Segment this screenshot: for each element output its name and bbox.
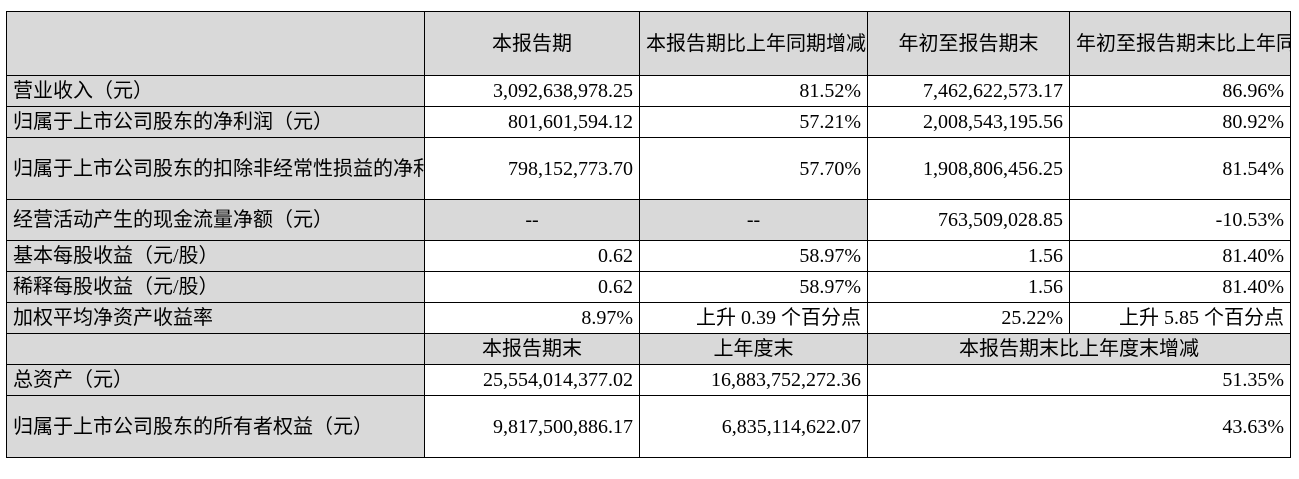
header-ytd-yoy: 年初至报告期末比上年同期增减: [1069, 11, 1291, 76]
row-label: 经营活动产生的现金流量净额（元）: [6, 199, 425, 241]
cell-ytd-yoy: 80.92%: [1069, 106, 1291, 138]
row-label: 营业收入（元）: [6, 75, 425, 107]
cell-current-period-yoy: 81.52%: [639, 75, 868, 107]
cell-period-end: 9,817,500,886.17: [424, 395, 640, 458]
table-row: 总资产（元） 25,554,014,377.02 16,883,752,272.…: [6, 364, 1291, 396]
cell-current-period-yoy: 57.70%: [639, 137, 868, 200]
cell-ytd-yoy: 86.96%: [1069, 75, 1291, 107]
table-row: 经营活动产生的现金流量净额（元） -- -- 763,509,028.85 -1…: [6, 199, 1291, 241]
cell-current-period-yoy: 58.97%: [639, 271, 868, 303]
row-label: 总资产（元）: [6, 364, 425, 396]
cell-current-period: 801,601,594.12: [424, 106, 640, 138]
subheader-period-end: 本报告期末: [424, 333, 640, 365]
financial-summary-table: 本报告期 本报告期比上年同期增减 年初至报告期末 年初至报告期末比上年同期增减 …: [6, 11, 1291, 458]
row-label: 归属于上市公司股东的所有者权益（元）: [6, 395, 425, 458]
cell-current-period-yoy: --: [639, 199, 868, 241]
cell-ytd: 1.56: [867, 271, 1070, 303]
row-label: 归属于上市公司股东的扣除非经常性损益的净利润（元）: [6, 137, 425, 200]
cell-ytd-yoy: 81.54%: [1069, 137, 1291, 200]
cell-period-end: 25,554,014,377.02: [424, 364, 640, 396]
subheader-blank-cell: [6, 333, 425, 365]
table-row: 加权平均净资产收益率 8.97% 上升 0.39 个百分点 25.22% 上升 …: [6, 302, 1291, 334]
cell-ytd: 2,008,543,195.56: [867, 106, 1070, 138]
header-row: 本报告期 本报告期比上年同期增减 年初至报告期末 年初至报告期末比上年同期增减: [6, 11, 1291, 76]
subheader-change: 本报告期末比上年度末增减: [867, 333, 1291, 365]
table-row: 营业收入（元） 3,092,638,978.25 81.52% 7,462,62…: [6, 75, 1291, 107]
table-row: 归属于上市公司股东的净利润（元） 801,601,594.12 57.21% 2…: [6, 106, 1291, 138]
subheader-row: 本报告期末 上年度末 本报告期末比上年度末增减: [6, 333, 1291, 365]
cell-current-period-yoy: 上升 0.39 个百分点: [639, 302, 868, 334]
table-row: 稀释每股收益（元/股） 0.62 58.97% 1.56 81.40%: [6, 271, 1291, 303]
cell-current-period: 0.62: [424, 271, 640, 303]
cell-ytd: 1,908,806,456.25: [867, 137, 1070, 200]
cell-current-period: 3,092,638,978.25: [424, 75, 640, 107]
cell-change: 43.63%: [867, 395, 1291, 458]
cell-current-period: 798,152,773.70: [424, 137, 640, 200]
cell-prior-year-end: 16,883,752,272.36: [639, 364, 868, 396]
cell-ytd-yoy: 81.40%: [1069, 271, 1291, 303]
cell-current-period-yoy: 58.97%: [639, 240, 868, 272]
table-row: 归属于上市公司股东的所有者权益（元） 9,817,500,886.17 6,83…: [6, 395, 1291, 458]
cell-ytd-yoy: -10.53%: [1069, 199, 1291, 241]
cell-current-period: 0.62: [424, 240, 640, 272]
header-current-period-yoy: 本报告期比上年同期增减: [639, 11, 868, 76]
cell-current-period-yoy: 57.21%: [639, 106, 868, 138]
row-label: 稀释每股收益（元/股）: [6, 271, 425, 303]
cell-ytd: 7,462,622,573.17: [867, 75, 1070, 107]
header-blank-cell: [6, 11, 425, 76]
cell-ytd: 763,509,028.85: [867, 199, 1070, 241]
cell-change: 51.35%: [867, 364, 1291, 396]
cell-current-period: --: [424, 199, 640, 241]
table-row: 基本每股收益（元/股） 0.62 58.97% 1.56 81.40%: [6, 240, 1291, 272]
row-label: 加权平均净资产收益率: [6, 302, 425, 334]
table-row: 归属于上市公司股东的扣除非经常性损益的净利润（元） 798,152,773.70…: [6, 137, 1291, 200]
header-ytd: 年初至报告期末: [867, 11, 1070, 76]
row-label: 归属于上市公司股东的净利润（元）: [6, 106, 425, 138]
row-label: 基本每股收益（元/股）: [6, 240, 425, 272]
cell-ytd: 25.22%: [867, 302, 1070, 334]
cell-ytd: 1.56: [867, 240, 1070, 272]
header-current-period: 本报告期: [424, 11, 640, 76]
cell-ytd-yoy: 上升 5.85 个百分点: [1069, 302, 1291, 334]
subheader-prior-year-end: 上年度末: [639, 333, 868, 365]
cell-current-period: 8.97%: [424, 302, 640, 334]
cell-prior-year-end: 6,835,114,622.07: [639, 395, 868, 458]
cell-ytd-yoy: 81.40%: [1069, 240, 1291, 272]
